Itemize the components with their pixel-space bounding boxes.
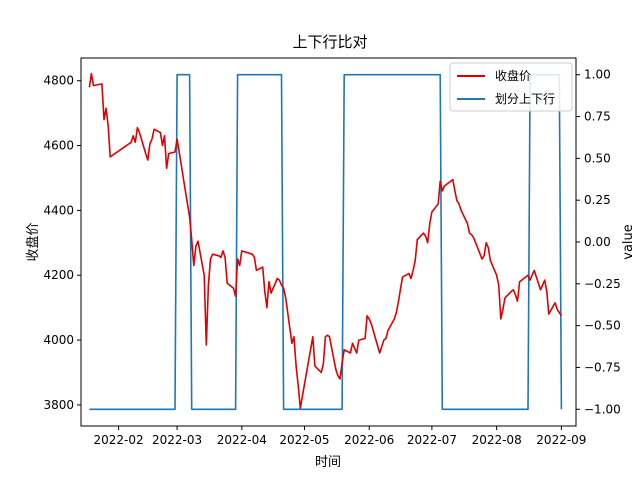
legend-label-trend: 划分上下行	[495, 92, 555, 106]
y2-tick-label: −0.25	[584, 277, 621, 291]
x-tick-label: 2022-05	[279, 433, 329, 447]
y-axis-right: −1.00 −0.75 −0.50 −0.25 0.00 0.25 0.50 0.75 1.00	[576, 68, 621, 416]
y-tick-label: 4000	[43, 333, 74, 347]
y2-tick-label: 0.00	[584, 235, 611, 249]
x-tick-label: 2022-04	[217, 433, 267, 447]
y-axis-left: 3800 4000 4200 4400 4600 4800	[43, 74, 81, 412]
x-tick-label: 2022-02	[94, 433, 144, 447]
y-tick-label: 3800	[43, 398, 74, 412]
x-axis-title: 时间	[315, 455, 341, 470]
y2-tick-label: 0.50	[584, 151, 611, 165]
series-line-close	[88, 72, 563, 409]
y2-axis-title: value	[621, 224, 636, 260]
legend: 收盘价 划分上下行	[449, 62, 573, 112]
x-tick-label: 2022-08	[472, 433, 522, 447]
y-tick-label: 4200	[43, 268, 74, 282]
y2-tick-label: −1.00	[584, 402, 621, 416]
y2-tick-label: 0.75	[584, 110, 611, 124]
legend-label-close: 收盘价	[495, 68, 531, 83]
x-tick-label: 2022-06	[344, 433, 394, 447]
y-axis-title: 收盘价	[25, 222, 41, 261]
y2-tick-label: 0.25	[584, 193, 611, 207]
series-line-trend	[89, 73, 563, 411]
x-tick-label: 2022-09	[536, 433, 586, 447]
chart-title: 上下行比对	[292, 33, 367, 51]
plot-area	[88, 72, 563, 411]
x-axis: 2022-02 2022-03 2022-04 2022-05 2022-06 2022-…	[94, 426, 586, 447]
y2-tick-label: 1.00	[584, 68, 611, 82]
y-tick-label: 4400	[43, 203, 74, 217]
x-tick-label: 2022-07	[407, 433, 457, 447]
y2-tick-label: −0.50	[584, 319, 621, 333]
x-tick-label: 2022-03	[152, 433, 202, 447]
y-tick-label: 4600	[43, 139, 74, 153]
y2-tick-label: −0.75	[584, 360, 621, 374]
y-tick-label: 4800	[43, 74, 74, 88]
